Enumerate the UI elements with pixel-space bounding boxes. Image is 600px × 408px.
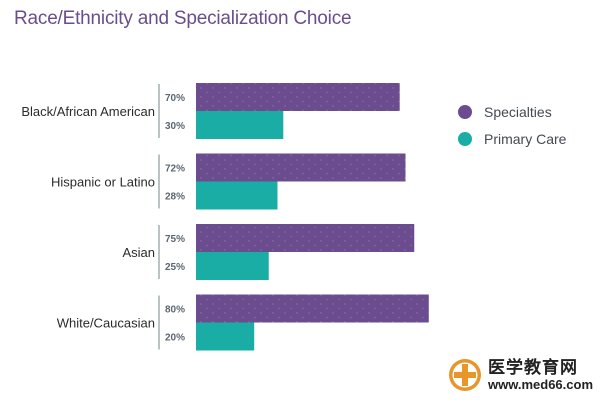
bar-primary-care-asian — [196, 252, 269, 280]
bar-primary-care-black-african-american — [196, 111, 284, 139]
chart-title: Race/Ethnicity and Specialization Choice — [14, 8, 352, 29]
value-label-specialties-asian: 75% — [165, 234, 185, 245]
legend-label-primary-care: Primary Care — [484, 131, 567, 147]
bar-specialties-white-caucasian — [196, 294, 429, 323]
legend-swatch-specialties — [458, 105, 472, 119]
medical-cross-logo-icon — [449, 359, 481, 391]
value-label-primary-care-white-caucasian: 20% — [165, 333, 185, 344]
watermark: 医学教育网 www.med66.com — [448, 358, 593, 392]
bar-specialties-hispanic-or-latino — [196, 153, 406, 182]
value-label-specialties-white-caucasian: 80% — [165, 305, 185, 316]
legend-label-specialties: Specialties — [484, 104, 552, 120]
value-label-primary-care-asian: 25% — [165, 262, 185, 273]
legend-item-primary-care: Primary Care — [458, 127, 566, 151]
bar-specialties-asian — [196, 224, 415, 252]
category-label-asian: Asian — [122, 245, 155, 260]
category-label-hispanic-or-latino: Hispanic or Latino — [51, 175, 155, 190]
value-label-specialties-hispanic-or-latino: 72% — [165, 164, 185, 175]
watermark-url: www.med66.com — [488, 376, 593, 392]
bar-primary-care-white-caucasian — [196, 322, 255, 351]
legend-item-specialties: Specialties — [458, 100, 566, 124]
value-label-specialties-black-african-american: 70% — [165, 93, 185, 104]
bar-primary-care-hispanic-or-latino — [196, 181, 278, 210]
watermark-text: 医学教育网 — [488, 357, 578, 378]
chart-legend: Specialties Primary Care — [458, 100, 566, 154]
legend-swatch-primary-care — [458, 132, 472, 146]
bar-specialties-black-african-american — [196, 83, 400, 111]
category-label-white-caucasian: White/Caucasian — [57, 316, 155, 331]
value-label-primary-care-black-african-american: 30% — [165, 121, 185, 132]
category-label-black-african-american: Black/African American — [21, 104, 155, 119]
value-label-primary-care-hispanic-or-latino: 28% — [165, 192, 185, 203]
